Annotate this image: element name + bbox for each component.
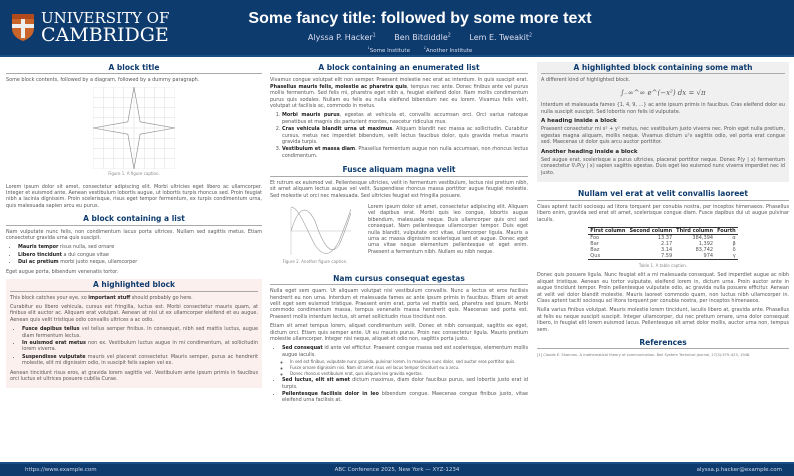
author: Ben Bitdiddle2	[394, 33, 451, 42]
block-title-block: A block title Some block contents, follo…	[6, 62, 262, 209]
header: UNIVERSITY OF CAMBRIDGE Some fancy title:…	[0, 0, 794, 57]
logo-line1: UNIVERSITY OF	[41, 9, 170, 27]
paragraph: This block catches your eye, so importan…	[10, 294, 193, 301]
paragraph: Nulla eget sem quam. Ut aliquam volutpat…	[270, 288, 528, 320]
block-heading: References	[537, 337, 789, 350]
block-heading: Fusce aliquam magna velit	[270, 164, 528, 177]
list-item: Fusce dapibus tellus vel tellus semper f…	[22, 326, 258, 339]
paragraph: Etiam sit amet tempus lorem, aliquet con…	[270, 323, 528, 342]
highlighted-block: A highlighted block This block catches y…	[6, 279, 262, 389]
cambridge-shield-icon	[12, 13, 34, 41]
logo-line2: CAMBRIDGE	[41, 24, 169, 46]
table-row: Foo 13.37 384,394 α	[590, 234, 736, 241]
author: Lem E. Tweakit2	[469, 33, 533, 42]
table-row: Bar 2.17 1,392 β	[590, 240, 736, 247]
institute: 2Another Institute	[423, 46, 473, 54]
block-heading: A block containing a list	[6, 213, 262, 226]
figure-2: Figure 2. Another figure caption.	[270, 205, 360, 266]
table-caption: Table 1. A table caption.	[638, 262, 688, 268]
list-item: Pellentesque facilisis dolor in leo bibe…	[282, 391, 528, 404]
sub-list-item: Donec rhoncus vestibulum erat, quis aliq…	[290, 371, 528, 376]
footer-conference: ABC Conference 2025, New York — XYZ-1234	[334, 467, 460, 473]
table-header-row: First column Second column Third column Fou…	[588, 226, 738, 235]
list-item: Sed luctus, elit sit amet dictum maximus…	[282, 377, 528, 390]
block-heading: A highlighted block	[10, 279, 258, 292]
institutes: 1Some Institute 2Another Institute	[160, 46, 680, 54]
paragraph: Vivamus congue volutpat elit non semper.…	[270, 77, 528, 110]
list-item: In euismod erat metus non ex. Vestibulum…	[22, 340, 258, 353]
enumerated-block: A block containing an enumerated list Vi…	[270, 62, 528, 159]
list-item: Mauris tempor risus nulla, sed ornare	[18, 244, 262, 250]
figure-1: Figure 1. A figure caption.	[6, 86, 262, 178]
block-heading: A block title	[6, 62, 262, 75]
paragraph: Et rutrum ex euismod vel. Pellentesque u…	[270, 179, 528, 199]
references-block: References [1] Claude E. Shannon. A math…	[537, 337, 789, 359]
list-item: Cras vehicula blandit urna ut maximus. A…	[282, 126, 528, 145]
list-item: Vestibulum et massa diam. Phasellus ferm…	[282, 146, 528, 159]
paragraph: Nulla varius finibus volutpat. Mauris mo…	[537, 307, 789, 333]
list-item: Sed consequat id ante vel efficitur. Pra…	[282, 345, 528, 376]
sub-heading: Another heading inside a block	[541, 148, 638, 155]
table-row: Qux 7.59 974 γ	[588, 252, 738, 260]
list-item: Suspendisse vulputate mauris vel placera…	[22, 354, 258, 367]
paragraph: Praesent consectetur mi x² + y² metus, n…	[541, 126, 785, 146]
list-item: Morbi mauris purus, egestas at vehicula …	[282, 112, 528, 125]
table-block: Nullam vel erat at velit convallis laore…	[537, 188, 789, 333]
block-heading: A highlighted block containing some math	[541, 62, 785, 75]
sine-plot	[290, 206, 352, 255]
paragraph: Class aptent taciti sociosqu ad litora t…	[537, 203, 789, 223]
block-heading: A block containing an enumerated list	[270, 62, 528, 75]
paragraph: Lorem ipsum dolor sit amet, consectetur …	[6, 183, 262, 209]
paragraph: Interdum et malesuada fames {1, 4, 9, …}…	[541, 102, 785, 115]
footer-email[interactable]: alyssa.p.hacker@example.com	[696, 467, 782, 473]
block-heading: Nam cursus consequat egestas	[270, 273, 528, 286]
equation: ∫₋∞^∞ e^(−x²) dx = √π	[620, 88, 706, 97]
footer-url[interactable]: https://www.example.com	[25, 467, 97, 473]
column-2: A block containing an enumerated list Vi…	[270, 62, 528, 407]
paragraph: Nam vulputate nunc felis, non condimentu…	[6, 228, 262, 242]
figure-caption: Figure 2. Another figure caption.	[282, 259, 348, 265]
paragraph: Aenean tincidunt risus eros, at gravida …	[10, 369, 258, 382]
paragraph: Curabitur eu libero vehicula, cursus est…	[10, 303, 258, 323]
sub-list-item: Fusce ornare dignissim nisi. Nam sit ame…	[290, 365, 528, 370]
paragraph: Sed augue erat, scelerisque a purus ultr…	[541, 157, 785, 176]
university-logo: UNIVERSITY OF CAMBRIDGE	[12, 9, 170, 46]
sub-list-item: In sed est finibus, vulputate nunc gravi…	[290, 359, 528, 364]
table-row: Baz 3.14 83,742 δ	[590, 246, 736, 253]
column-3: A highlighted block containing some math…	[537, 62, 789, 362]
paragraph: Eget augue porta, bibendum venenatis tor…	[6, 268, 119, 275]
math-block: A highlighted block containing some math…	[537, 62, 789, 183]
list-item: Dui ac pretium morbi justo neque, ullamc…	[18, 259, 262, 265]
column-1: A block title Some block contents, follo…	[6, 62, 262, 389]
data-table: First column Second column Third column Fou…	[588, 226, 738, 260]
author: Alyssa P. Hacker1	[307, 33, 376, 42]
paragraph: Some block contents, followed by a diagr…	[6, 77, 200, 84]
poster-title: Some fancy title: followed by some more …	[248, 10, 592, 27]
paragraph: A different kind of highlighted block.	[541, 77, 631, 84]
sub-heading: A heading inside a block	[541, 118, 617, 125]
reference-item: [1] Claude E. Shannon. A mathematical th…	[537, 353, 751, 358]
star-diagram	[92, 86, 176, 170]
nested-list-block: Nam cursus consequat egestas Nulla eget …	[270, 273, 528, 404]
block-heading: Nullam vel erat at velit convallis laore…	[537, 188, 789, 201]
list-item: Libero tincidunt a dui congue vitae	[18, 252, 262, 258]
institute: 1Some Institute	[367, 46, 410, 54]
authors: Alyssa P. Hacker1 Ben Bitdiddle2 Lem E. …	[160, 33, 680, 42]
footer: https://www.example.com ABC Conference 2…	[0, 462, 794, 476]
paragraph: Donec quis posuere ligula. Nunc feugiat …	[537, 272, 789, 304]
figure-caption: Figure 1. A figure caption.	[108, 171, 160, 177]
list-block: A block containing a list Nam vulputate …	[6, 213, 262, 275]
figure-block: Fusce aliquam magna velit Et rutrum ex e…	[270, 164, 528, 268]
paragraph: Lorem ipsum dolor sit amet, consectetur …	[368, 203, 528, 255]
